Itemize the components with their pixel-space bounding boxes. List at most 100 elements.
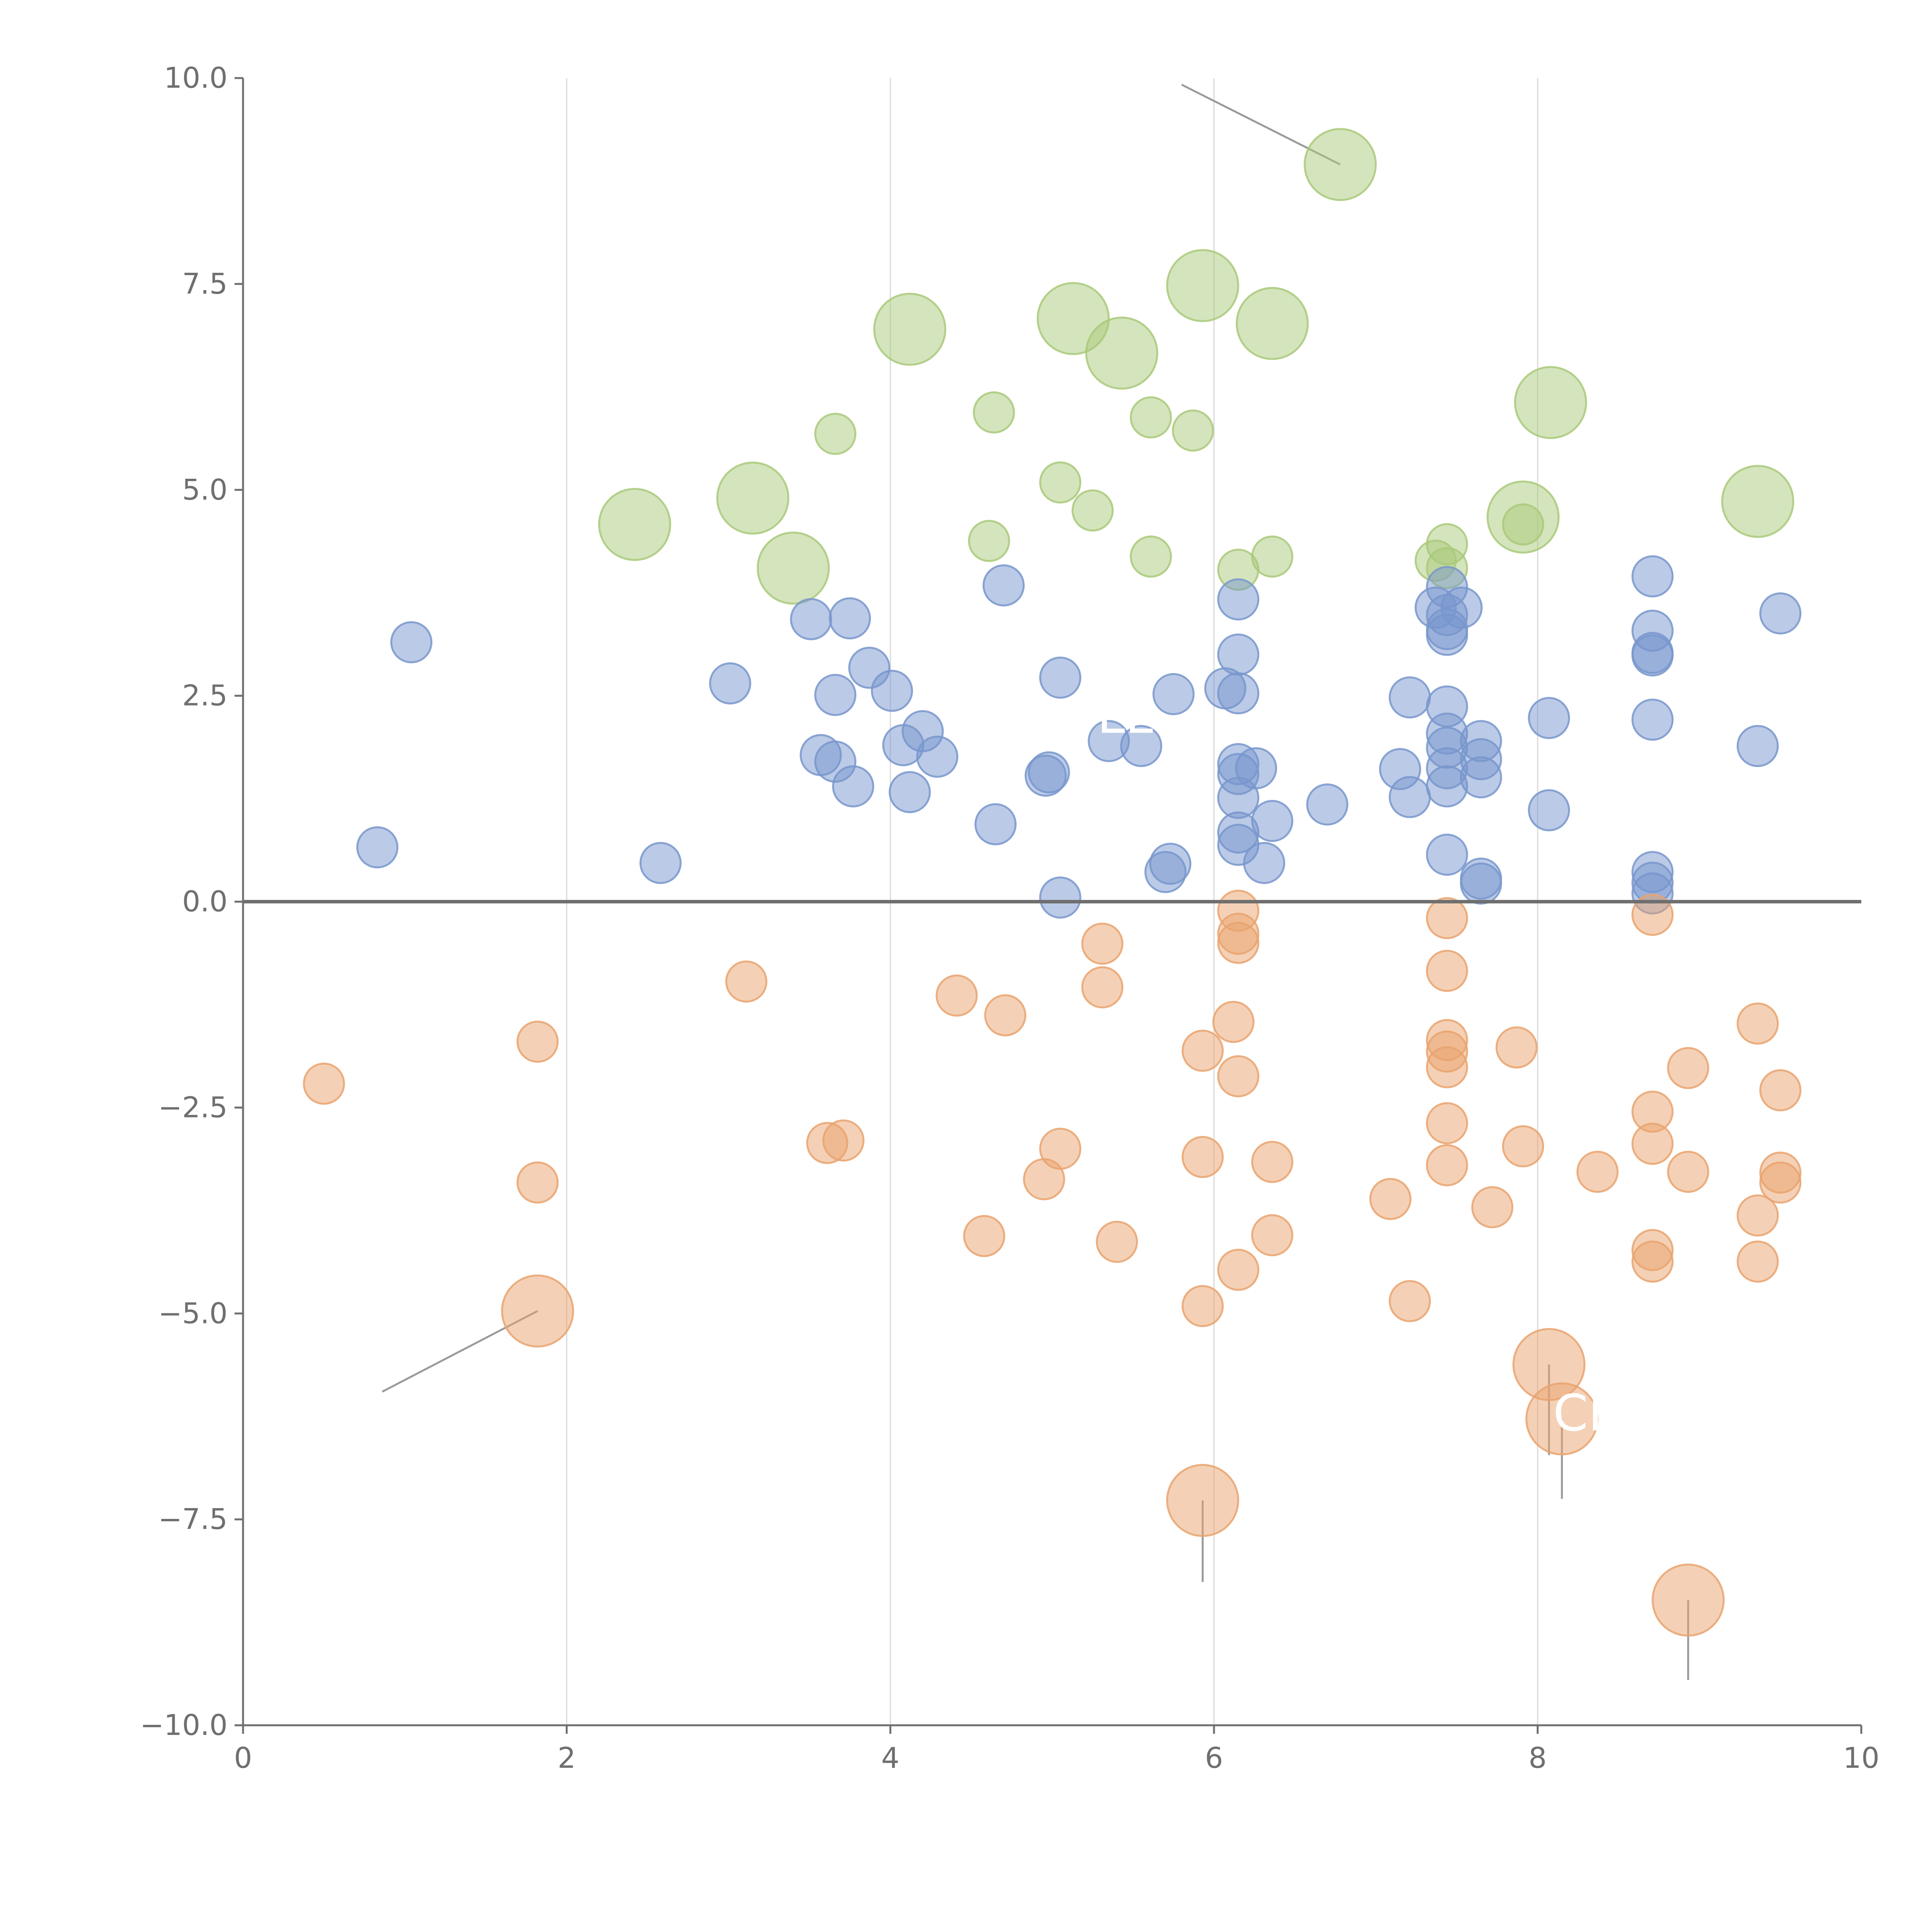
bubble-orange: [1759, 1069, 1802, 1112]
y-tick-label: 7.5: [182, 267, 228, 301]
bubble-green: [757, 531, 830, 605]
bubble-label: CH: [1553, 1384, 1626, 1442]
bubble-blue: [1389, 676, 1431, 719]
bubble-green: [973, 391, 1015, 434]
bubble-green: [1071, 489, 1114, 532]
bubble-orange: [984, 994, 1027, 1037]
bubble-orange: [1426, 1046, 1468, 1088]
bubble-blue: [639, 842, 682, 884]
bubble-green: [1303, 128, 1377, 201]
bubble-blue: [814, 673, 857, 716]
bubble-blue: [829, 597, 871, 639]
bubble-orange: [1217, 1055, 1260, 1097]
bubble-orange: [1369, 1178, 1412, 1220]
bubble-orange: [516, 1020, 559, 1063]
bubble-green: [1502, 503, 1544, 546]
bubble-blue: [1243, 842, 1286, 884]
bubble-orange: [516, 1161, 559, 1204]
bubble-green: [814, 413, 857, 455]
bubble-blue: [390, 621, 433, 663]
bubble-blue: [1631, 634, 1674, 677]
bubble-blue: [982, 564, 1025, 607]
bubble-orange: [1081, 922, 1124, 965]
bubble-orange: [725, 960, 767, 1003]
bubble-orange: [1631, 894, 1674, 936]
bubble-orange: [1389, 1280, 1431, 1322]
bubble-blue: [1039, 876, 1082, 919]
bubble-orange: [1736, 1002, 1779, 1045]
bubble-blue: [1217, 672, 1260, 714]
bubble-orange: [1212, 1001, 1255, 1043]
bubble-blue: [832, 765, 874, 808]
bubble-green: [716, 461, 789, 535]
bubble-blue: [871, 670, 913, 712]
bubble-orange: [1651, 1563, 1725, 1637]
bubble-green: [1129, 535, 1172, 578]
bubble-blue: [1152, 673, 1195, 715]
y-tick-label: −10.0: [140, 1709, 228, 1742]
bubble-orange: [1039, 1128, 1082, 1170]
bubble-green: [1721, 465, 1794, 538]
bubble-blue: [1440, 587, 1483, 629]
axes: 0 2 4 6 8 10 10.0 7.5 5.0 2.5 0.0 −2.5 −5.0 −7.5 −10.0: [140, 61, 1879, 1775]
bubble-green: [1514, 366, 1587, 439]
bubble-blue: [1217, 633, 1260, 676]
y-tick-label: 10.0: [164, 61, 228, 95]
bubble-orange: [1471, 1186, 1514, 1228]
bubble-blue: [790, 598, 832, 640]
bubble-orange: [1426, 897, 1468, 939]
x-tick-label: 8: [1529, 1742, 1547, 1775]
bubble-blue: [888, 771, 931, 813]
bubble-blue: [1426, 833, 1468, 876]
bubble-blue: [1460, 862, 1502, 905]
y-tick-label: 2.5: [182, 679, 228, 713]
bubble-green: [873, 293, 946, 366]
bubble-green: [1251, 535, 1294, 578]
x-tick-label: 6: [1205, 1742, 1223, 1775]
bubbles: [303, 128, 1802, 1637]
bubble-orange: [1251, 1141, 1294, 1183]
bubble-blue: [1039, 656, 1082, 699]
bubble-orange: [935, 974, 978, 1017]
bubble-green: [1129, 396, 1172, 439]
x-tick-label: 4: [881, 1742, 900, 1775]
bubble-green: [1039, 461, 1082, 504]
bubble-blue: [709, 662, 752, 705]
bubble-orange: [1096, 1221, 1138, 1263]
bubble-label: LL: [1097, 686, 1153, 745]
bubble-blue: [1389, 776, 1431, 818]
bubble-orange: [1736, 1194, 1779, 1237]
bubble-blue: [1120, 725, 1162, 767]
y-tick-label: 0.0: [182, 885, 228, 918]
bubble-orange: [1426, 1102, 1468, 1145]
bubble-orange: [1181, 1285, 1224, 1327]
bubble-green: [1166, 249, 1239, 322]
bubble-orange: [822, 1119, 865, 1162]
bubble-orange: [501, 1274, 574, 1348]
bubble-orange: [1426, 950, 1468, 992]
bubble-labels: LL CH: [1097, 686, 1626, 1442]
bubble-blue: [1631, 555, 1674, 598]
bubble-orange: [1667, 1047, 1709, 1089]
bubble-blue: [1759, 592, 1802, 634]
bubble-orange: [1181, 1136, 1224, 1178]
x-tick-label: 10: [1843, 1742, 1879, 1775]
bubble-blue: [1306, 783, 1349, 826]
bubble-blue: [974, 803, 1017, 845]
bubble-orange: [303, 1063, 345, 1105]
bubble-orange: [963, 1215, 1005, 1257]
bubble-orange: [1631, 1122, 1674, 1165]
bubble-green: [1236, 287, 1309, 360]
bubble-orange: [1217, 1248, 1260, 1291]
bubble-orange: [1736, 1240, 1779, 1283]
bubble-blue: [1460, 756, 1502, 799]
bubble-orange: [1495, 1026, 1538, 1069]
y-tick-label: −5.0: [158, 1297, 228, 1330]
bubble-orange: [1081, 966, 1124, 1009]
y-tick-label: −7.5: [158, 1503, 228, 1536]
bubble-orange: [1576, 1151, 1619, 1193]
bubble-blue: [1528, 697, 1570, 739]
bubble-orange: [1251, 1214, 1294, 1257]
